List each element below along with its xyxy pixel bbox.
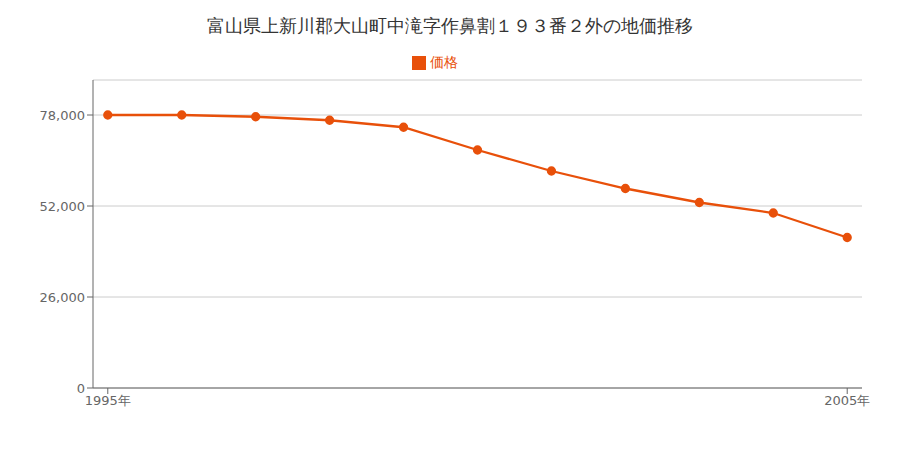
svg-text:52,000: 52,000	[40, 199, 86, 214]
svg-text:0: 0	[77, 381, 85, 396]
svg-text:26,000: 26,000	[40, 290, 86, 305]
html-text:富山県上新川郡大山町中滝字作鼻割１９３番２外の地価推移: 富山県上新川郡大山町中滝字作鼻割１９３番２外の地価推移	[207, 15, 693, 36]
svg-text:2005年: 2005年	[824, 393, 870, 408]
svg-text:1995年: 1995年	[85, 393, 131, 408]
html-text:価格: 価格	[430, 54, 458, 70]
svg-text:78,000: 78,000	[40, 108, 86, 123]
